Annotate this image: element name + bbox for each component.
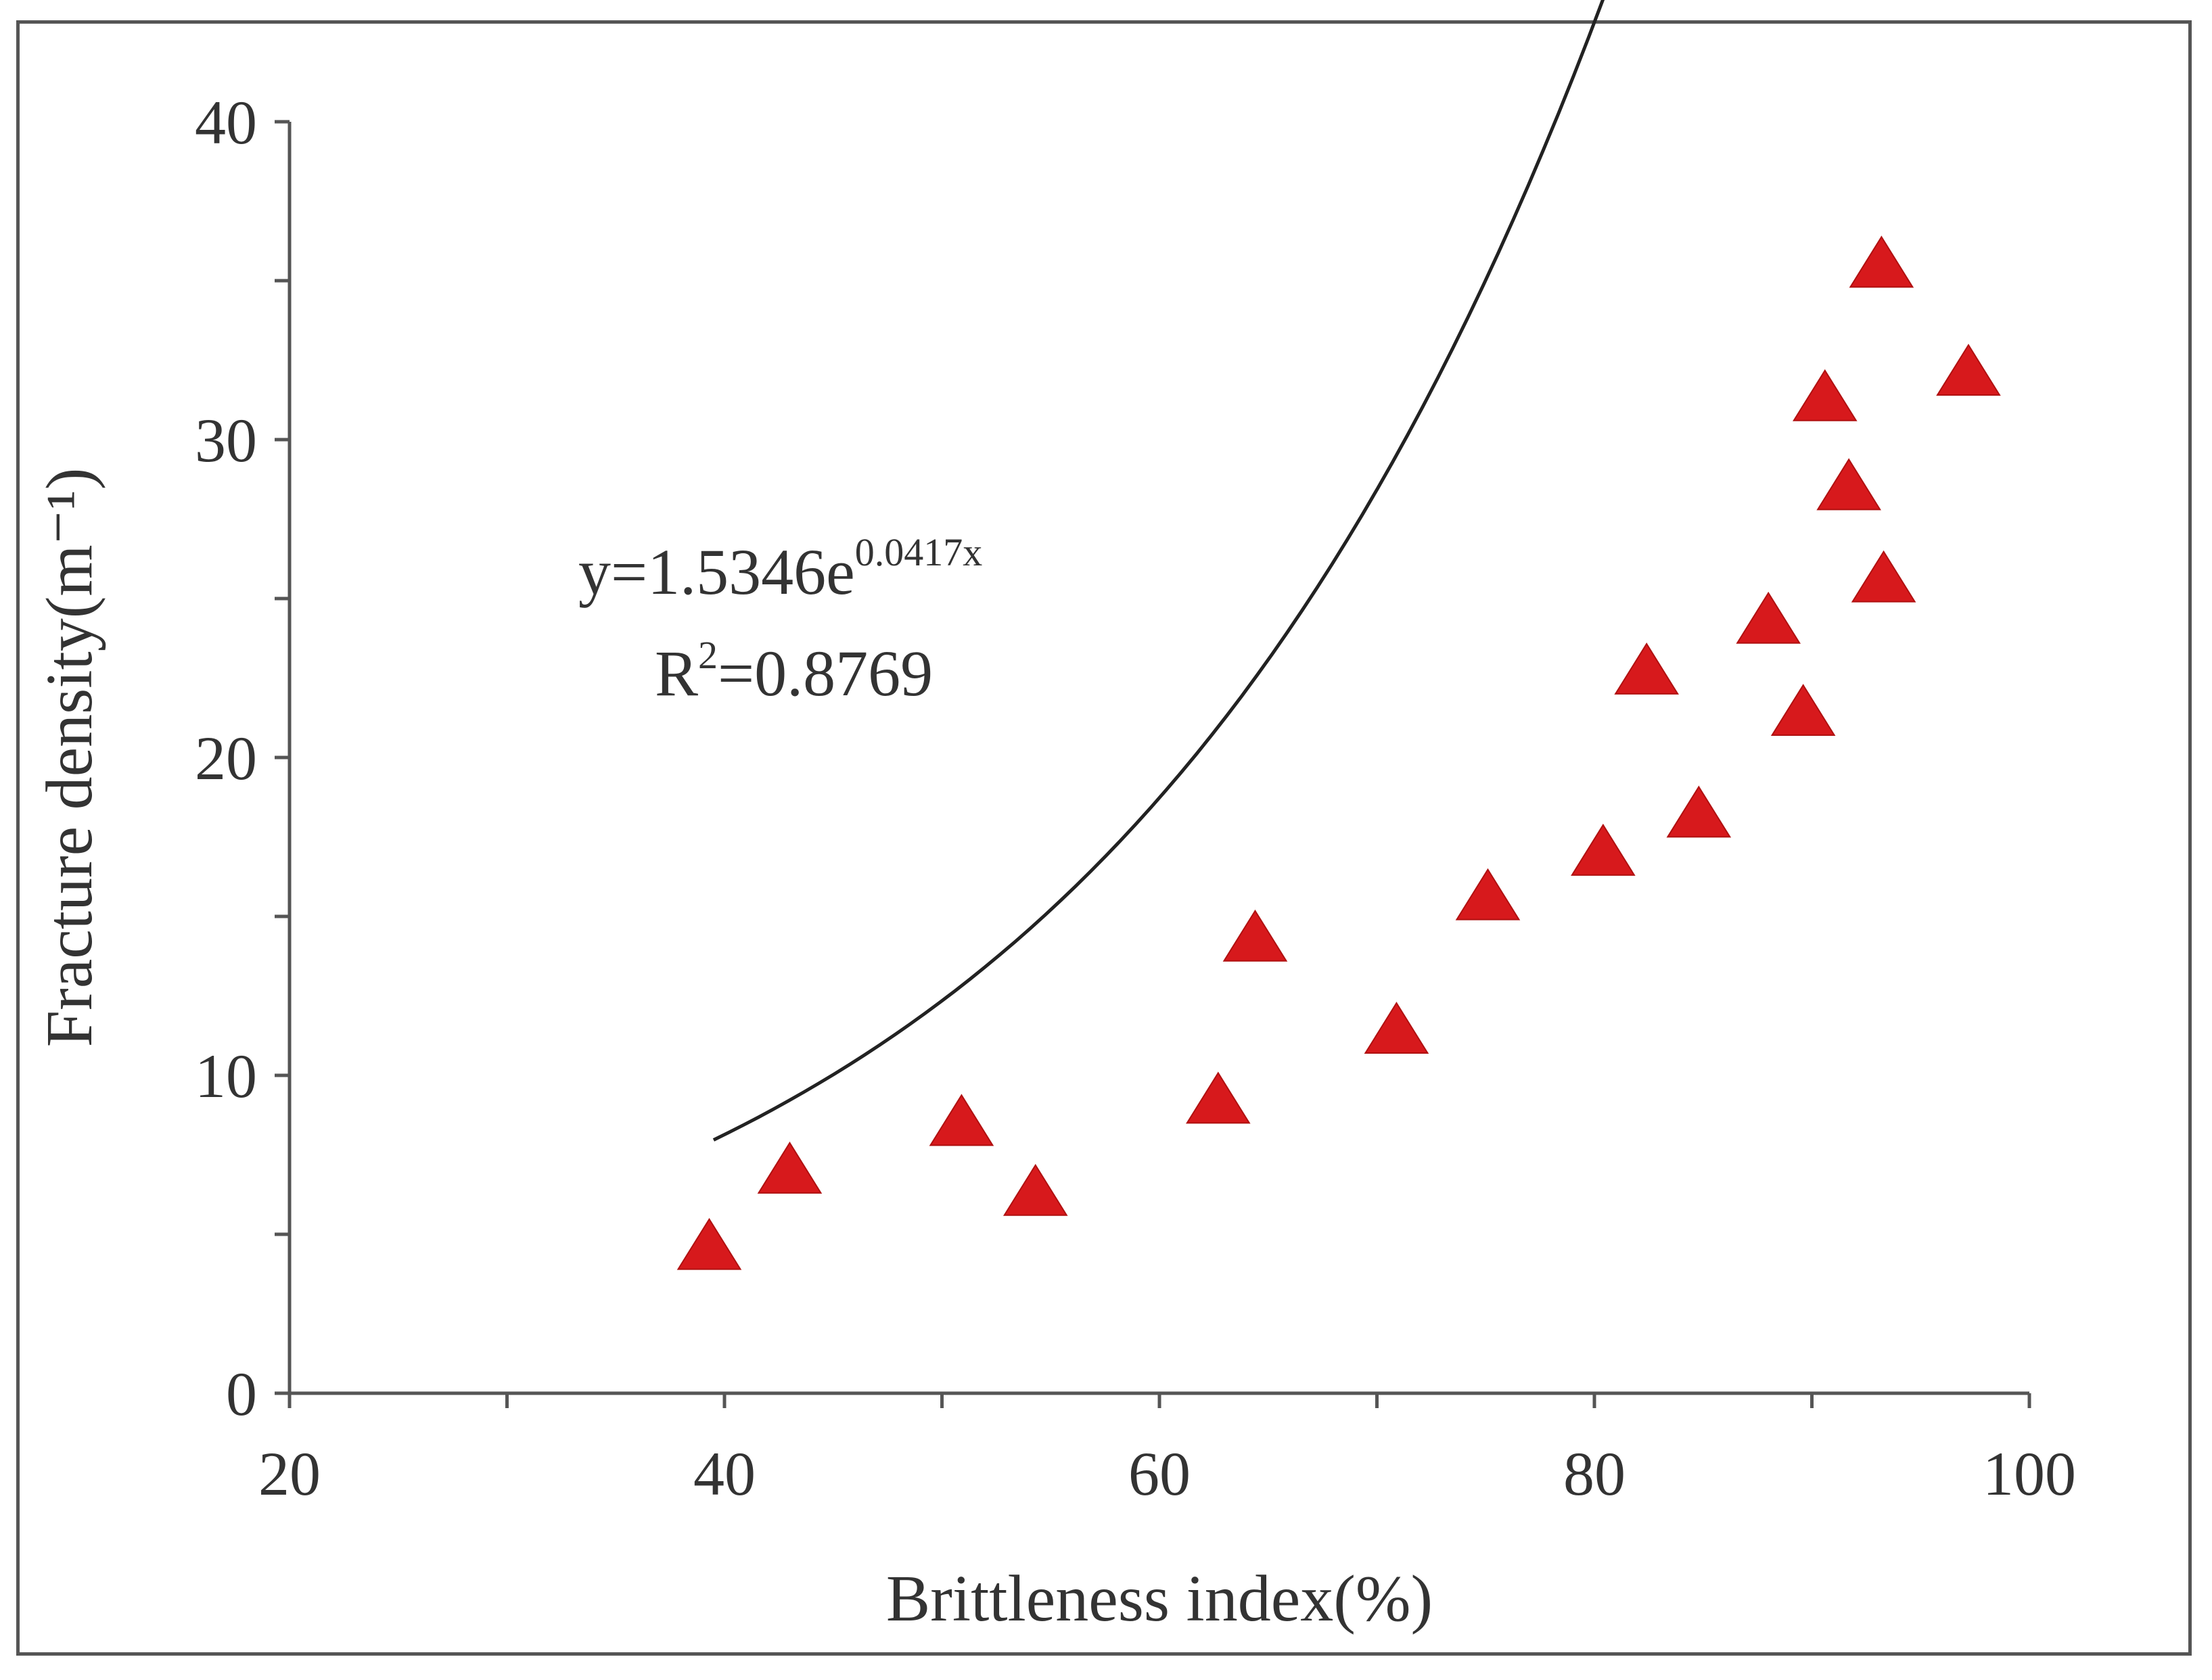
y-tick-label: 40: [195, 88, 257, 157]
x-tick-label: 60: [1128, 1439, 1191, 1508]
data-point: [1614, 643, 1679, 695]
data-point: [1816, 458, 1881, 511]
data-point: [1222, 909, 1288, 962]
x-ticks: 20 40 60 80 100: [258, 1393, 2076, 1508]
x-tick-label: 100: [1983, 1439, 2076, 1508]
data-point: [1364, 1002, 1429, 1054]
y-tick-label: 30: [195, 406, 257, 475]
data-point: [929, 1094, 994, 1146]
chart-frame: [16, 20, 2192, 1656]
y-tick-label: 20: [195, 724, 257, 793]
data-point: [1936, 344, 2001, 396]
data-point: [757, 1141, 823, 1194]
x-tick-label: 20: [258, 1439, 321, 1508]
y-tick-label: 0: [226, 1359, 257, 1428]
data-point: [1455, 868, 1521, 920]
y-ticks: 0 10 20 30 40: [195, 88, 290, 1428]
data-point: [1851, 550, 1916, 603]
y-axis-title: Fracture density(m⁻¹): [33, 468, 106, 1048]
data-point: [676, 1217, 742, 1270]
data-point: [1571, 823, 1636, 876]
fit-equation: y=1.5346e0.0417x: [578, 530, 982, 608]
data-points: [676, 235, 2001, 1270]
data-point: [1666, 785, 1732, 838]
data-point: [1849, 235, 1914, 288]
fit-curve: [712, 0, 1605, 1142]
axes: [287, 122, 2029, 1395]
fit-r-squared: R2=0.8769: [655, 633, 933, 709]
x-tick-label: 80: [1563, 1439, 1626, 1508]
x-axis-title: Brittleness index(%): [886, 1562, 1433, 1635]
data-point: [1792, 369, 1858, 421]
data-point: [1770, 684, 1836, 737]
data-point: [1736, 591, 1801, 644]
data-point: [1003, 1163, 1068, 1216]
fit-layer: [712, 0, 1605, 1142]
y-tick-label: 10: [195, 1042, 257, 1111]
data-point: [1186, 1071, 1251, 1124]
x-tick-label: 40: [693, 1439, 756, 1508]
